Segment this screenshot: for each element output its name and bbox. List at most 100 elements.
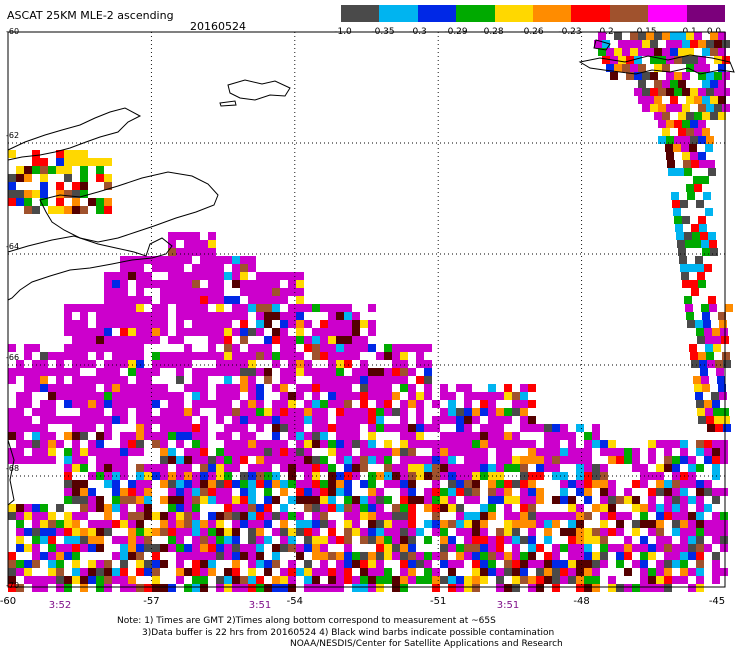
data-cell [192,512,200,520]
data-cell [104,288,112,296]
data-cell [88,376,96,384]
data-cell [520,568,528,576]
data-cell [336,432,344,440]
data-cell [714,40,722,48]
data-cell [136,312,144,320]
data-cell [136,560,144,568]
data-cell [360,344,368,352]
data-cell [160,392,168,400]
data-cell [200,568,208,576]
data-cell [648,528,656,536]
data-cell [368,424,376,432]
data-cell [608,512,616,520]
data-cell [464,456,472,464]
data-cell [608,504,616,512]
data-cell [480,504,488,512]
data-cell [360,336,368,344]
data-cell [352,320,360,328]
data-cell [256,464,264,472]
data-cell [296,544,304,552]
data-cell [552,560,560,568]
data-cell [456,384,464,392]
data-cell [48,352,56,360]
data-cell [392,352,400,360]
data-cell [288,568,296,576]
data-cell [440,456,448,464]
data-cell [642,40,650,48]
data-cell [654,80,662,88]
data-cell [64,174,72,182]
data-cell [296,528,304,536]
data-cell [264,448,272,456]
data-cell [288,536,296,544]
data-cell [368,496,376,504]
data-cell [600,544,608,552]
data-cell [160,432,168,440]
data-cell [472,408,480,416]
data-cell [136,432,144,440]
data-cell [689,144,697,152]
data-cell [320,368,328,376]
data-cell [104,158,112,166]
data-cell [691,360,699,368]
data-cell [152,584,160,592]
data-cell [328,352,336,360]
data-cell [722,40,730,48]
data-cell [376,560,384,568]
data-cell [488,480,496,488]
data-cell [368,552,376,560]
data-cell [312,464,320,472]
data-cell [224,336,232,344]
data-cell [280,376,288,384]
data-cell [648,496,656,504]
data-cell [328,424,336,432]
data-cell [670,80,678,88]
data-cell [432,488,440,496]
data-cell [712,328,720,336]
data-cell [336,552,344,560]
data-cell [552,584,560,592]
data-cell [8,456,16,464]
data-cell [40,456,48,464]
data-cell [256,392,264,400]
data-cell [416,464,424,472]
data-cell [704,328,712,336]
data-cell [352,416,360,424]
data-cell [714,104,722,112]
data-cell [320,424,328,432]
data-cell [208,264,216,272]
data-cell [712,576,720,584]
data-cell [304,456,312,464]
latitude-label: -60 [6,27,20,36]
data-cell [200,496,208,504]
data-cell [72,336,80,344]
data-cell [496,496,504,504]
data-cell [688,496,696,504]
data-cell [232,416,240,424]
data-cell [312,368,320,376]
data-cell [696,512,704,520]
data-cell [16,392,24,400]
data-cell [72,536,80,544]
data-cell [688,264,696,272]
data-cell [416,576,424,584]
data-cell [336,480,344,488]
data-cell [40,400,48,408]
data-cell [64,432,72,440]
data-cell [520,520,528,528]
data-cell [344,328,352,336]
data-cell [224,408,232,416]
data-cell [360,400,368,408]
data-cell [352,344,360,352]
data-cell [248,288,256,296]
data-cell [200,248,208,256]
data-cell [232,344,240,352]
data-cell [400,432,408,440]
data-cell [104,272,112,280]
data-cell [432,480,440,488]
data-cell [272,352,280,360]
data-cell [472,528,480,536]
data-cell [706,40,714,48]
data-cell [600,488,608,496]
data-cell [80,544,88,552]
